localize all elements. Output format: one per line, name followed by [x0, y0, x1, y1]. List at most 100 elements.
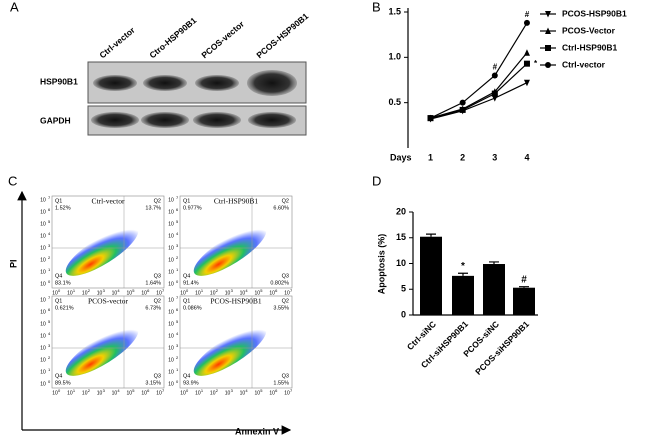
blot-band — [195, 75, 239, 91]
bar — [420, 236, 442, 315]
tick-base: 10 — [168, 381, 174, 387]
cell-cloud — [65, 326, 139, 376]
tick-exponent: 0 — [186, 388, 189, 393]
tick-base: 10 — [67, 290, 73, 296]
tick-base: 10 — [40, 221, 46, 227]
quadrant-name: Q1 — [183, 298, 190, 304]
tick-exponent: 6 — [176, 207, 179, 212]
tick-exponent: 4 — [117, 388, 120, 393]
tick-base: 10 — [40, 281, 46, 287]
x-tick-label: PCOS-siHSP90B1 — [473, 319, 531, 377]
quadrant-name: Q4 — [183, 273, 190, 279]
tick-base: 10 — [168, 209, 174, 215]
tick-exponent: 2 — [48, 355, 51, 360]
tick-exponent: 3 — [103, 288, 106, 293]
error-bar — [519, 286, 529, 288]
quadrant-name: Q2 — [154, 298, 161, 304]
blot-band — [93, 75, 137, 91]
marker — [523, 19, 530, 26]
cell-cloud — [65, 226, 139, 276]
tick-exponent: 1 — [201, 288, 204, 293]
quadrant-name: Q2 — [282, 198, 289, 204]
lane-label: PCOS-HSP90B1 — [254, 11, 310, 60]
tick-base: 10 — [240, 390, 246, 396]
tick-exponent: 6 — [176, 307, 179, 312]
quadrant-name: Q2 — [154, 198, 161, 204]
blot-band — [248, 112, 296, 128]
x-tick-label: 3 — [492, 152, 497, 162]
tick-exponent: 5 — [176, 319, 179, 324]
tick-exponent: 3 — [231, 388, 234, 393]
tick-base: 10 — [195, 390, 201, 396]
quadrant-percent: 3.15% — [145, 380, 161, 386]
tick-base: 10 — [195, 290, 201, 296]
tick-exponent: 3 — [48, 343, 51, 348]
bar — [513, 287, 535, 315]
tick-base: 10 — [180, 390, 186, 396]
tick-base: 10 — [52, 290, 58, 296]
tick-base: 10 — [168, 345, 174, 351]
tick-base: 10 — [168, 257, 174, 263]
marker — [523, 79, 530, 87]
x-axis-label: Annexin V — [235, 426, 279, 436]
tick-exponent: 6 — [48, 307, 51, 312]
legend-label: PCOS-HSP90B1 — [562, 8, 627, 18]
panel-label: A — [10, 0, 19, 14]
tick-base: 10 — [269, 290, 275, 296]
tick-exponent: 0 — [48, 379, 51, 384]
lane-label: Ctro-HSP90B1 — [147, 15, 198, 60]
tick-base: 10 — [112, 290, 118, 296]
tick-base: 10 — [40, 297, 46, 303]
tick-base: 10 — [40, 333, 46, 339]
tick-base: 10 — [67, 390, 73, 396]
tick-base: 10 — [82, 390, 88, 396]
x-tick-label: 4 — [524, 152, 529, 162]
tick-base: 10 — [255, 390, 261, 396]
quadrant-name: Q4 — [55, 273, 62, 279]
legend-label: Ctrl-HSP90B1 — [562, 42, 618, 52]
tick-base: 10 — [40, 345, 46, 351]
tick-exponent: 5 — [132, 288, 135, 293]
quadrant-name: Q4 — [183, 373, 190, 379]
protein-label: HSP90B1 — [40, 76, 78, 86]
tick-exponent: 0 — [58, 388, 61, 393]
blot-band — [91, 112, 139, 128]
tick-base: 10 — [40, 321, 46, 327]
plot-title: Ctrl-vector — [92, 197, 125, 206]
series-line — [430, 52, 528, 119]
tick-exponent: 6 — [48, 207, 51, 212]
tick-base: 10 — [168, 333, 174, 339]
tick-base: 10 — [156, 290, 162, 296]
cell-cloud — [193, 326, 267, 376]
tick-base: 10 — [168, 297, 174, 303]
quadrant-name: Q1 — [183, 198, 190, 204]
error-bar — [426, 233, 436, 237]
tick-base: 10 — [40, 209, 46, 215]
panel-label: C — [8, 173, 17, 188]
marker — [491, 72, 498, 79]
point-label: * — [461, 261, 465, 272]
quadrant-percent: 0.621% — [55, 305, 74, 311]
marker — [459, 99, 466, 106]
tick-base: 10 — [168, 309, 174, 315]
tick-base: 10 — [168, 233, 174, 239]
tick-base: 10 — [127, 290, 133, 296]
tick-base: 10 — [141, 290, 147, 296]
quadrant-percent: 0.802% — [270, 280, 289, 286]
point-label: # — [493, 63, 498, 72]
quadrant-percent: 93.9% — [183, 380, 199, 386]
tick-base: 10 — [127, 390, 133, 396]
quadrant-name: Q1 — [55, 298, 62, 304]
tick-exponent: 1 — [176, 367, 179, 372]
tick-exponent: 3 — [176, 343, 179, 348]
marker — [523, 60, 530, 67]
marker — [491, 95, 498, 102]
tick-base: 10 — [168, 321, 174, 327]
tick-base: 10 — [284, 290, 290, 296]
tick-exponent: 7 — [290, 288, 293, 293]
quadrant-name: Q3 — [282, 373, 289, 379]
quadrant-percent: 0.977% — [183, 205, 202, 211]
y-tick-label: 15 — [396, 232, 406, 242]
blot-band — [141, 112, 189, 128]
